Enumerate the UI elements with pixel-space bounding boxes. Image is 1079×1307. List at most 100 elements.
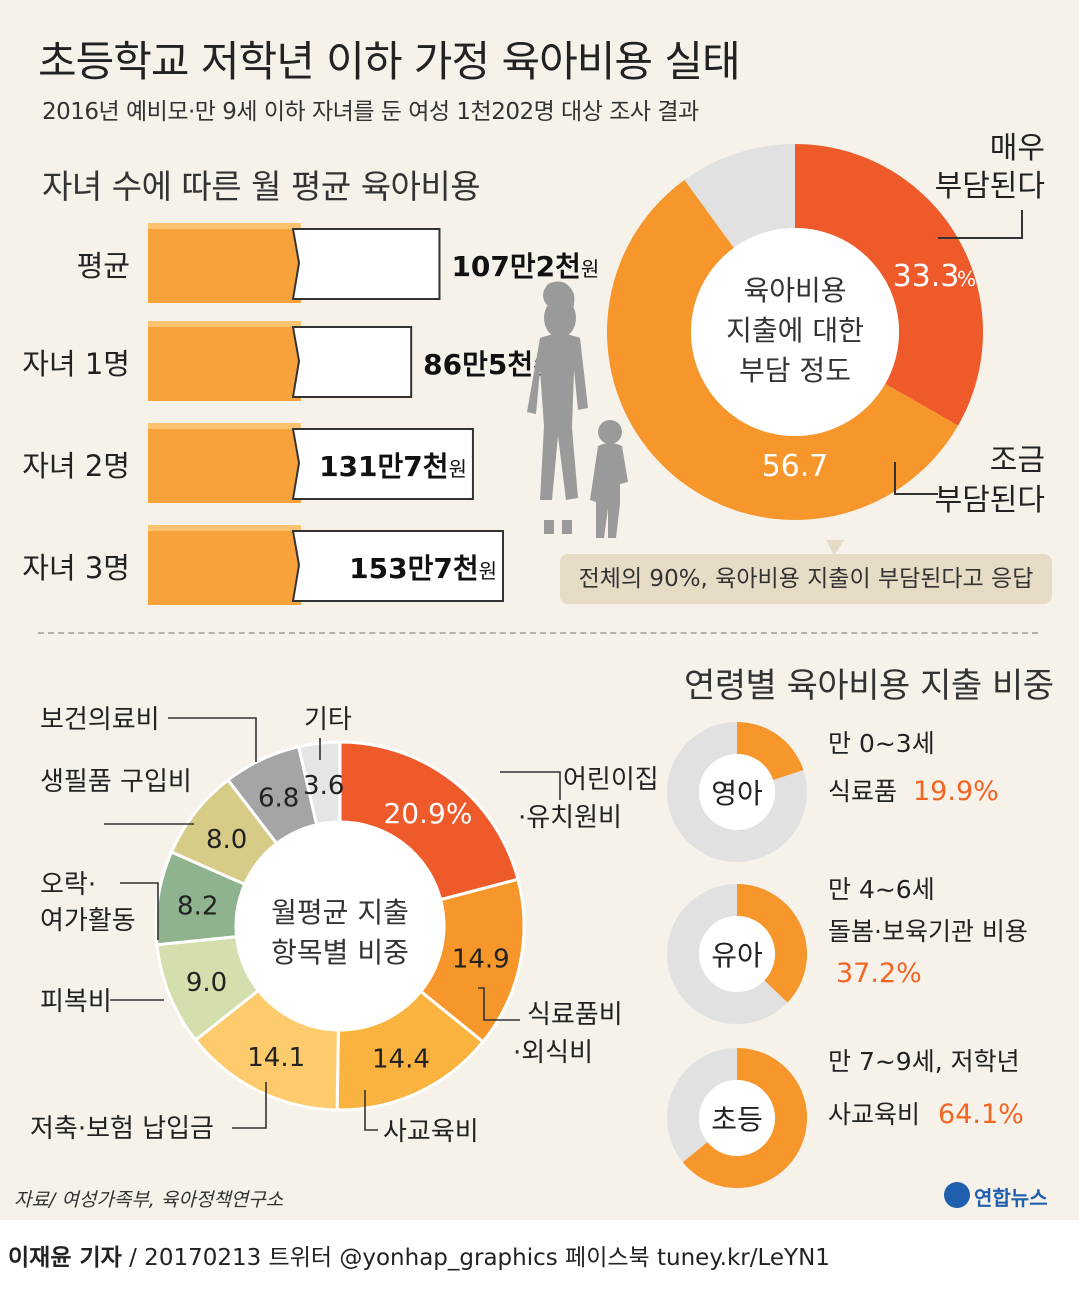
burden-legend-label: 부담된다 (935, 483, 1045, 518)
age-donut-hole (699, 1080, 775, 1156)
expense-legend-label: 저축·보험 납입금 (30, 1114, 214, 1144)
bar-category-label: 자녀 2명 (22, 449, 130, 483)
page-subtitle: 2016년 예비모·만 9세 이하 자녀를 둔 여성 1천202명 대상 조사 … (42, 99, 699, 125)
expense-center-label: 월평균 지출 (271, 896, 409, 929)
expense-legend-label: 보건의료비 (40, 705, 160, 735)
expense-slice (338, 740, 520, 902)
age-donut-value (682, 1048, 808, 1188)
bar-value-label: 131만7천원 (319, 450, 467, 483)
bar (148, 525, 301, 605)
expense-slice-label: 14.4 (372, 1044, 430, 1074)
burden-slice-label: 56.7 (762, 449, 829, 484)
expense-leader-line (500, 771, 561, 800)
page-title: 초등학교 저학년 이하 가정 육아비용 실태 (38, 37, 741, 86)
age-value-label: 19.9% (913, 776, 999, 807)
bar (148, 223, 301, 303)
source-credit: 자료/ 여성가족부, 육아정책연구소 (14, 1189, 284, 1211)
burden-leader-line (938, 210, 1023, 239)
expense-legend-label: 식료품비 (527, 1000, 623, 1030)
expense-legend-label: 오락· (40, 870, 96, 900)
expense-slice-label: 6.8 (258, 784, 299, 814)
burden-legend-label: 부담된다 (935, 169, 1045, 204)
expense-legend-label: 사교육비 (383, 1117, 479, 1147)
age-category-label: 식료품 (828, 777, 897, 806)
age-range-label: 만 7~9세, 저학년 (828, 1047, 1020, 1076)
expense-leader-line (364, 1090, 378, 1131)
burden-slice-unit: % (957, 267, 976, 291)
bar-category-label: 자녀 1명 (22, 347, 130, 381)
expense-legend-label: ·유치원비 (518, 803, 622, 833)
expense-slice-label: 8.0 (206, 825, 247, 855)
burden-slice (684, 144, 795, 248)
expense-leader-line (168, 717, 257, 762)
bar (148, 321, 301, 401)
expense-slice-label: 14.9 (452, 944, 510, 974)
expense-legend-label: 어린이집 (563, 765, 659, 795)
age-category-label: 돌봄·보육기관 비용 (828, 917, 1028, 946)
burden-legend-label: 조금 (990, 443, 1045, 478)
burden-slice (606, 179, 959, 521)
bar (148, 423, 301, 503)
burden-summary-note: 전체의 90%, 육아비용 지출이 부담된다고 응답 (560, 554, 1052, 604)
burden-donut-hole (691, 228, 899, 436)
age-range-label: 만 4~6세 (828, 875, 935, 904)
age-group-label: 유아 (711, 939, 763, 972)
burden-center-label: 육아비용 (743, 274, 846, 307)
footer-credit: 이재윤 기자 / 20170213 트위터 @yonhap_graphics 페… (8, 1238, 830, 1272)
bar-value-box (291, 228, 441, 300)
expense-leader-line (232, 1082, 267, 1129)
yonhap-logo: 연합뉴스 (944, 1178, 1064, 1214)
burden-center-label: 지출에 대한 (726, 314, 864, 347)
age-donut-value (737, 722, 804, 781)
burden-slice (795, 144, 983, 426)
bar-highlight (148, 423, 301, 429)
bar-highlight (148, 525, 301, 531)
expense-legend-label: 여가활동 (40, 906, 136, 936)
expense-legend-label: 피복비 (40, 987, 112, 1017)
age-range-label: 만 0~3세 (828, 729, 935, 758)
expense-slice-label: 14.1 (247, 1043, 305, 1073)
bar-value-box (291, 530, 504, 602)
bar-value-label: 153만7천원 (349, 552, 497, 585)
expense-slice-label: 20.9% (383, 797, 472, 830)
age-group-label: 초등 (711, 1103, 763, 1136)
yonhap-logo-text: 연합뉴스 (974, 1186, 1048, 1210)
bar-value-box (291, 326, 413, 398)
age-group-label: 영아 (711, 777, 763, 810)
age-donut-hole (699, 754, 775, 830)
expense-legend-label: 기타 (304, 705, 352, 735)
bar-category-label: 평균 (76, 249, 130, 283)
bar-value-label: 107만2천원 (451, 250, 600, 283)
footer-details: / 20170213 트위터 @yonhap_graphics 페이스북 tun… (121, 1245, 830, 1271)
age-donut-hole (699, 916, 775, 992)
bar-highlight (148, 223, 301, 229)
expense-leader-line (120, 882, 159, 940)
expense-legend-label: 생필품 구입비 (40, 767, 192, 797)
expense-center-label: 항목별 비중 (271, 936, 409, 969)
expense-slice (296, 740, 342, 827)
age-value-label: 64.1% (938, 1099, 1024, 1130)
expense-slice-label: 8.2 (177, 892, 218, 922)
author-name: 이재윤 기자 (8, 1245, 122, 1271)
expense-legend-label: ·외식비 (513, 1038, 593, 1068)
expense-donut-hole (237, 823, 443, 1029)
age-value-label: 37.2% (836, 958, 922, 989)
bar-value-box (291, 428, 474, 500)
burden-legend-label: 매우 (990, 131, 1045, 166)
yonhap-logo-icon (944, 1182, 970, 1208)
burden-center-label: 부담 정도 (739, 354, 851, 387)
burden-leader-line (894, 462, 938, 495)
expense-leader-line (478, 987, 520, 1021)
section-title-monthly-cost: 자녀 수에 따른 월 평균 육아비용 (42, 167, 481, 206)
expense-slice-label: 9.0 (186, 968, 227, 998)
burden-slice-label: 33.3 (893, 259, 960, 294)
expense-slice-label: 3.6 (303, 771, 344, 801)
